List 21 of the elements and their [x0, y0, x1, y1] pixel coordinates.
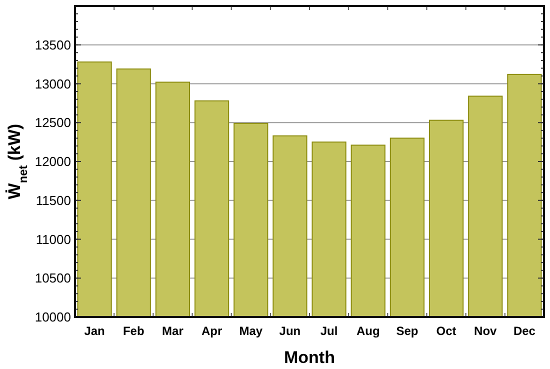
y-tick-label: 12500	[34, 115, 71, 130]
x-tick-label: Dec	[513, 324, 536, 338]
y-tick-label: 11000	[36, 232, 71, 247]
x-tick-label: Mar	[162, 324, 184, 338]
y-tick-label: 13000	[34, 76, 71, 92]
x-tick-label: Oct	[436, 324, 456, 338]
y-tick-label: 10000	[34, 310, 71, 325]
x-axis-title: Month	[284, 348, 335, 367]
x-tick-label: Sep	[396, 324, 418, 338]
y-tick-label: 11500	[36, 192, 71, 208]
x-tick-label: Jan	[84, 324, 105, 338]
y-tick-label: 13500	[34, 37, 71, 52]
y-tick-label: 10500	[34, 270, 71, 286]
x-tick-label: Feb	[122, 324, 144, 338]
y-tick-label: 12000	[34, 154, 71, 170]
x-tick-label: Jul	[320, 324, 338, 338]
x-tick-label: Aug	[356, 324, 380, 338]
x-tick-label: May	[239, 324, 263, 338]
x-tick-label: Apr	[201, 324, 222, 338]
x-tick-label: Jun	[279, 324, 301, 338]
x-tick-label: Nov	[474, 324, 498, 338]
